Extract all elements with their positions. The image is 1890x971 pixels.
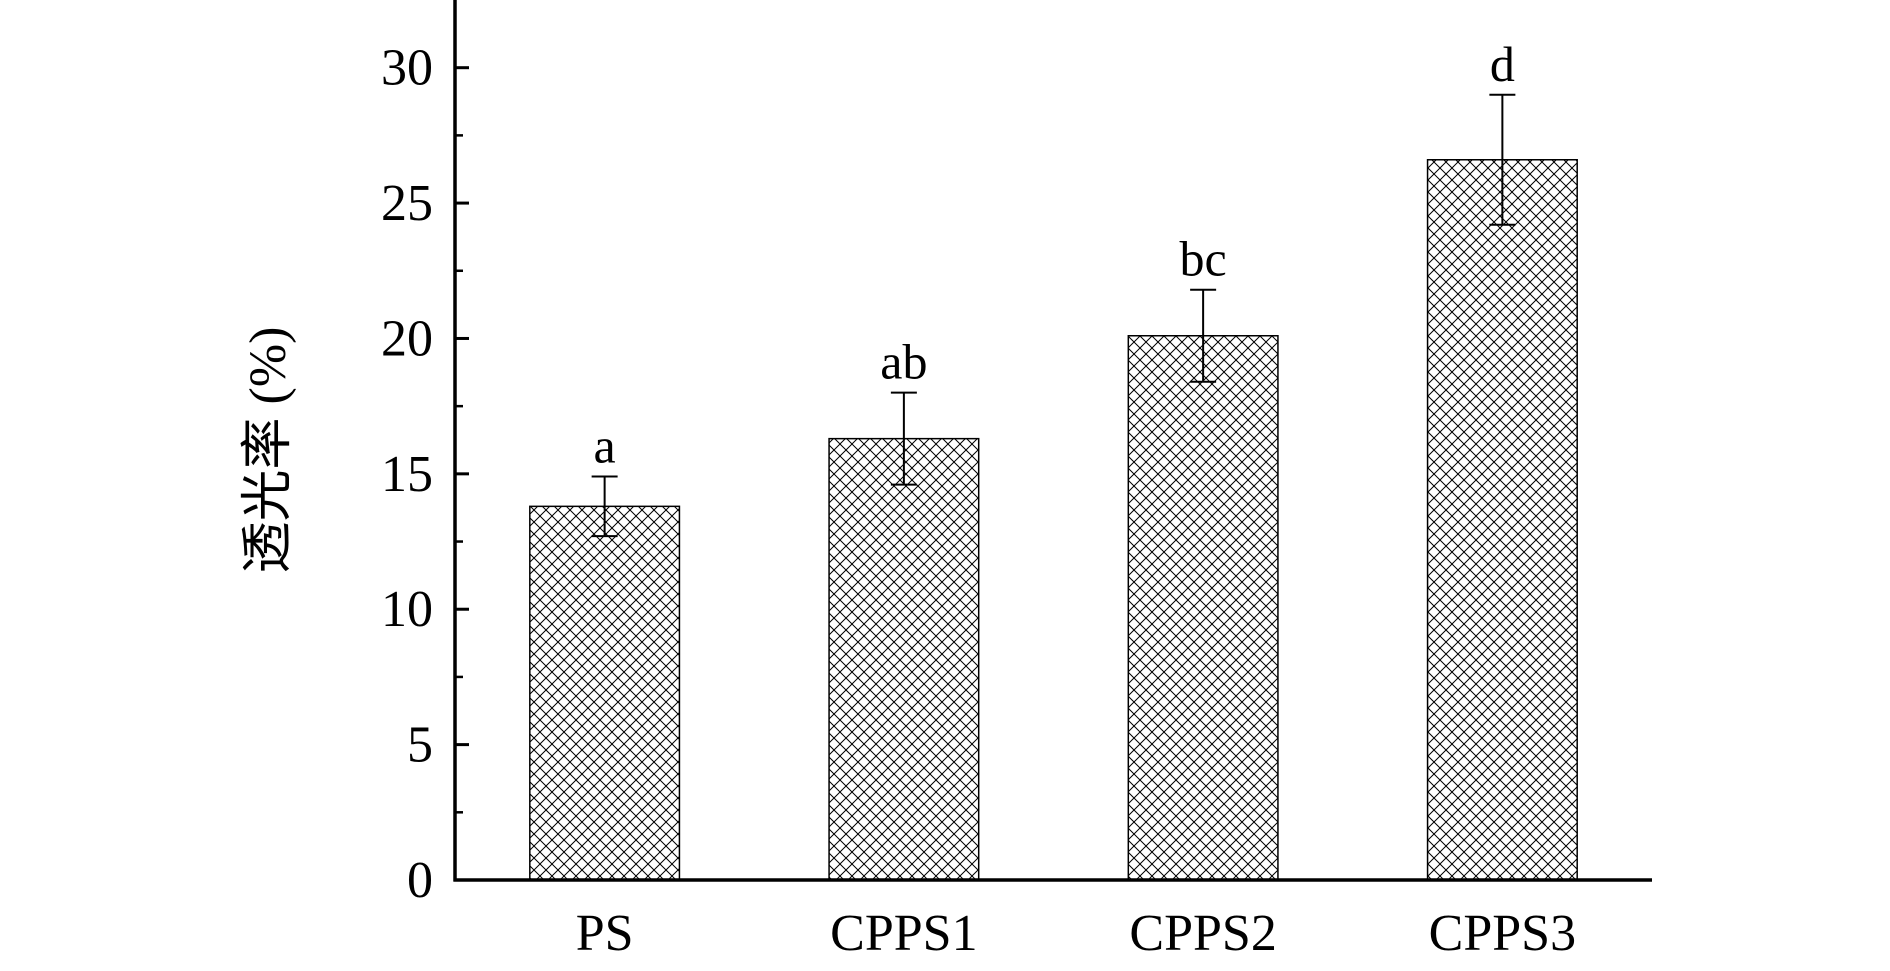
significance-label-ps: a <box>594 418 616 474</box>
bar-cpps3 <box>1426 159 1578 881</box>
significance-label-cpps1: ab <box>880 334 927 390</box>
bar-ps <box>529 505 681 881</box>
y-tick-label-25: 25 <box>381 175 433 232</box>
y-tick-label-30: 30 <box>381 40 433 97</box>
bar-cpps1 <box>828 437 980 881</box>
y-axis-title: 透光率 (%) <box>240 327 297 574</box>
y-tick-label-20: 20 <box>381 310 433 367</box>
x-tick-label-cpps2: CPPS2 <box>1129 905 1276 962</box>
x-tick-label-ps: PS <box>576 905 634 962</box>
error-bars-layer <box>591 93 1516 538</box>
x-tick-label-cpps3: CPPS3 <box>1429 905 1576 962</box>
axes-layer <box>453 0 1652 882</box>
significance-label-cpps2: bc <box>1180 231 1227 287</box>
y-tick-label-5: 5 <box>407 717 433 774</box>
x-tick-label-cpps1: CPPS1 <box>830 905 977 962</box>
y-tick-label-10: 10 <box>381 581 433 638</box>
bar-cpps2 <box>1127 335 1279 881</box>
ticks-layer: PS CPPS1 CPPS2 CPPS3 0 5 10 15 20 25 30 <box>381 40 1576 962</box>
y-tick-label-15: 15 <box>381 446 433 503</box>
bars-layer <box>529 159 1578 881</box>
y-tick-label-0: 0 <box>407 852 433 909</box>
significance-label-cpps3: d <box>1490 36 1515 92</box>
significance-labels-layer: a ab bc d <box>594 36 1515 474</box>
